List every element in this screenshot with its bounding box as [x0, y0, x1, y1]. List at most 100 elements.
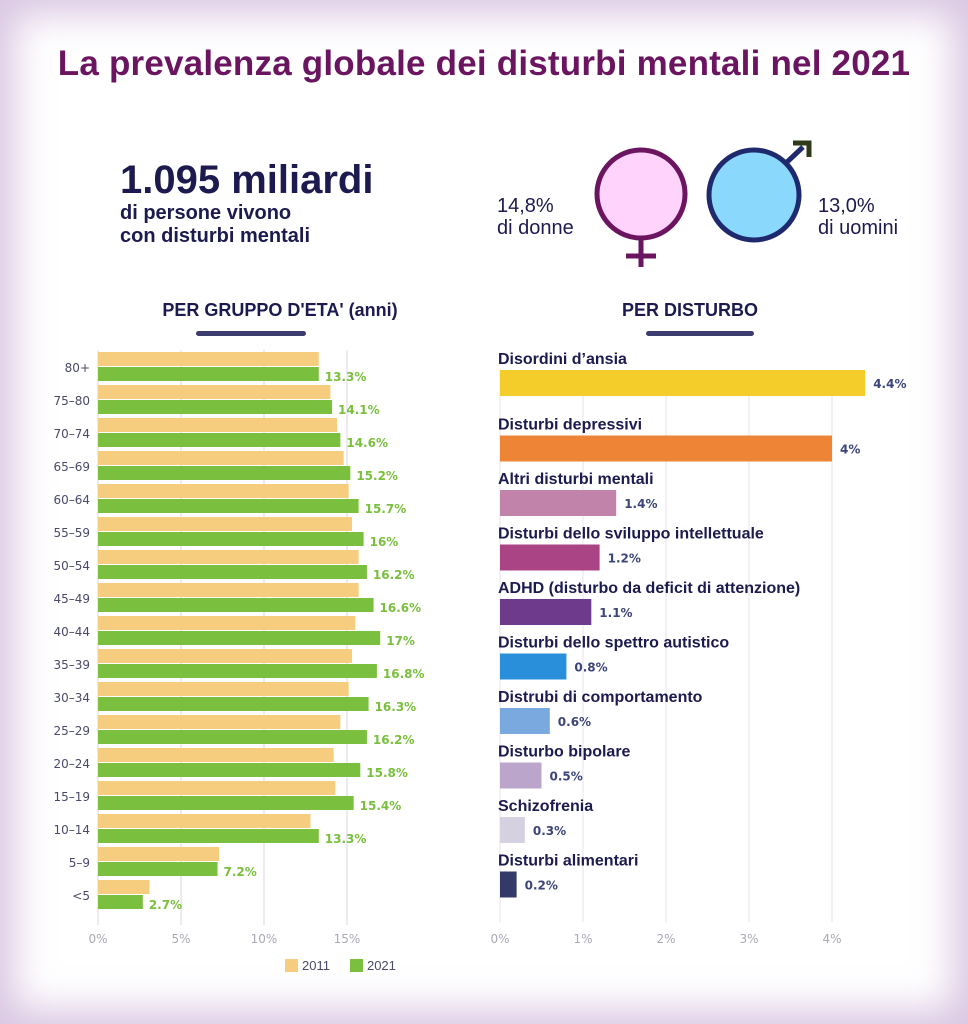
category-label: 30–34 — [53, 691, 90, 705]
disorder-chart: 0% 1% 2% 3% 4% Disordini d’ansia 4.4% Disturbi … — [490, 351, 906, 946]
data-label: 17% — [386, 634, 415, 648]
category-label: 25–29 — [53, 724, 90, 738]
data-label: 15.7% — [365, 502, 407, 516]
data-label: 16.6% — [380, 601, 422, 615]
bar — [500, 370, 866, 396]
category-label: Disturbi dello sviluppo intellettuale — [498, 526, 764, 543]
x-tick-label: 1% — [573, 932, 592, 946]
data-label: 4% — [840, 443, 860, 457]
data-label: 14.6% — [346, 436, 388, 450]
data-label: 15.8% — [366, 766, 408, 780]
data-label: 13.3% — [325, 370, 367, 384]
legend-item-2011: 2011 — [285, 958, 330, 973]
male-symbol-icon — [706, 140, 812, 243]
data-label: 1.1% — [599, 606, 632, 620]
bar — [500, 762, 542, 789]
age-chart-legend: 2011 2021 — [285, 958, 396, 973]
bar-2011 — [98, 748, 334, 762]
data-label: 0.8% — [574, 661, 607, 675]
bar-2011 — [98, 451, 344, 465]
bar-2021 — [98, 664, 377, 678]
bar-2021 — [98, 466, 351, 480]
bar-2011 — [98, 649, 352, 663]
bar-2021 — [98, 532, 364, 546]
category-label: 70–74 — [53, 427, 90, 441]
data-label: 16.3% — [375, 700, 417, 714]
x-tick-label: 10% — [251, 932, 278, 946]
category-label: 20–24 — [53, 757, 90, 771]
bar-2021 — [98, 763, 361, 777]
women-stat: 14,8% di donne — [497, 195, 574, 239]
page-title: La prevalenza globale dei disturbi menta… — [57, 44, 911, 83]
data-label: 16% — [370, 535, 399, 549]
bar-2021 — [98, 631, 381, 645]
legend-item-2021: 2021 — [349, 958, 396, 973]
headline-number: 1.095 miliardi — [120, 158, 374, 202]
bar-2011 — [98, 352, 319, 366]
data-label: 16.2% — [373, 568, 415, 582]
x-tick-label: 5% — [171, 932, 190, 946]
data-label: 0.5% — [550, 770, 583, 784]
bar-2021 — [98, 367, 319, 381]
data-label: 2.7% — [149, 898, 182, 912]
bar-2011 — [98, 847, 220, 861]
bar-2021 — [98, 730, 367, 744]
bar-2011 — [98, 418, 338, 432]
data-label: 15.4% — [360, 799, 402, 813]
headline-line1: di persone vivono — [120, 202, 292, 224]
data-label: 4.4% — [873, 377, 906, 391]
female-symbol-icon — [594, 147, 688, 267]
men-pct: 13,0% — [818, 195, 875, 217]
bar-2011 — [98, 385, 331, 399]
bar-2011 — [98, 484, 349, 498]
category-label: 55–59 — [53, 526, 90, 540]
men-stat: 13,0% di uomini — [818, 195, 898, 239]
headline-stat: 1.095 miliardi di persone vivono con dis… — [120, 158, 373, 248]
bar-2021 — [98, 499, 359, 513]
category-label: Distrubi di comportamento — [498, 689, 703, 706]
category-label: 65–69 — [53, 460, 90, 474]
bar-2011 — [98, 583, 359, 597]
data-label: 16.8% — [383, 667, 425, 681]
category-label: Disturbi alimentari — [498, 853, 638, 870]
category-label: Schizofrenia — [498, 798, 593, 815]
category-label: 35–39 — [53, 658, 90, 672]
data-label: 1.2% — [608, 552, 641, 566]
bar — [500, 490, 617, 516]
bar-2021 — [98, 862, 218, 876]
data-label: 1.4% — [624, 497, 657, 511]
category-label: 75–80 — [53, 394, 90, 408]
category-label: 60–64 — [53, 493, 90, 507]
x-tick-label: 0% — [490, 932, 509, 946]
category-label: 45–49 — [53, 592, 90, 606]
data-label: 14.1% — [338, 403, 380, 417]
bar-2011 — [98, 715, 341, 729]
bar-2021 — [98, 895, 143, 909]
bar-2011 — [98, 550, 359, 564]
bar — [500, 599, 592, 625]
bar-2021 — [98, 598, 374, 612]
category-label: Disturbi dello spettro autistico — [498, 635, 729, 652]
x-tick-label: 2% — [656, 932, 675, 946]
gender-symbols — [594, 140, 812, 267]
bar — [500, 544, 600, 571]
bar-2011 — [98, 517, 352, 531]
bar-2011 — [98, 781, 336, 795]
x-tick-label: 15% — [334, 932, 361, 946]
legend-swatch-2021 — [349, 959, 363, 972]
bar — [500, 708, 550, 734]
category-label: Disturbi depressivi — [498, 417, 642, 434]
category-label: Disturbo bipolare — [498, 744, 631, 761]
data-label: 0.6% — [558, 715, 591, 729]
x-tick-label: 3% — [739, 932, 758, 946]
data-label: 15.2% — [356, 469, 398, 483]
category-label: Disordini d’ansia — [498, 351, 627, 368]
legend-label-2011: 2011 — [302, 958, 330, 973]
category-label: 10–14 — [53, 823, 90, 837]
bar-2011 — [98, 682, 349, 696]
data-label: 13.3% — [325, 832, 367, 846]
headline-line2: con disturbi mentali — [120, 225, 311, 247]
bar-2021 — [98, 697, 369, 711]
category-label: 15–19 — [53, 790, 90, 804]
category-label: <5 — [72, 889, 90, 903]
